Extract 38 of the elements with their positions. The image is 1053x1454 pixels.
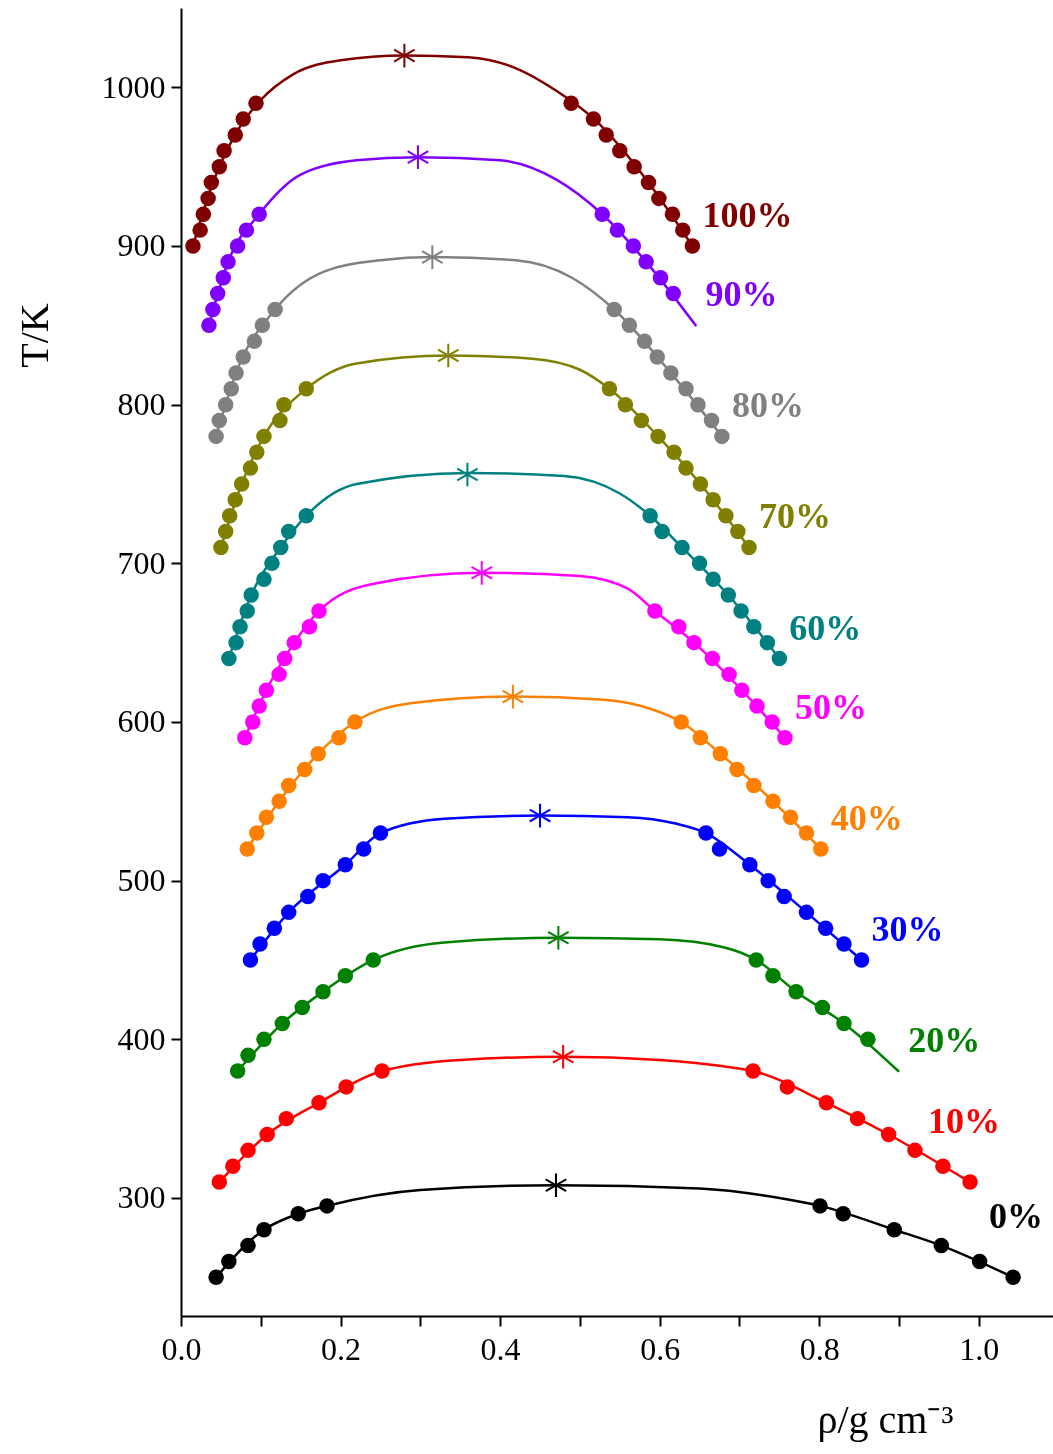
- series-label: 10%: [928, 1101, 1001, 1142]
- point: [437, 343, 460, 368]
- y-tick-label: 600: [117, 703, 166, 740]
- series-label: 40%: [830, 797, 903, 838]
- y-tick-label: 1000: [101, 68, 166, 105]
- series-label: 100%: [702, 194, 793, 235]
- y-tick-label: 800: [117, 386, 166, 423]
- point: [529, 803, 551, 828]
- point: [545, 1173, 567, 1198]
- x-tick-label: 0.4: [480, 1330, 521, 1367]
- y-tick-label: 500: [117, 862, 166, 899]
- series-label: 80%: [731, 385, 804, 426]
- point: [502, 684, 524, 709]
- series-label: 50%: [794, 686, 867, 727]
- y-tick-label: 400: [117, 1020, 166, 1057]
- y-tick-label: 300: [117, 1179, 166, 1216]
- point: [471, 561, 493, 585]
- point: [421, 245, 444, 269]
- series-label: 20%: [908, 1020, 981, 1061]
- point: [393, 43, 416, 68]
- point: [547, 925, 570, 950]
- series-label: 70%: [759, 496, 832, 537]
- point: [552, 1044, 574, 1069]
- x-tick-label: 0.0: [161, 1330, 202, 1367]
- x-tick-label: 0.6: [640, 1330, 681, 1367]
- series-label: 90%: [705, 274, 778, 315]
- series-label: 0%: [989, 1196, 1044, 1237]
- y-axis-title: T/K: [11, 303, 57, 368]
- series-label: 60%: [789, 607, 862, 648]
- y-tick-label: 900: [117, 227, 166, 264]
- x-axis-title: ρ/g cm⁻³: [817, 1396, 954, 1442]
- series-label: 30%: [871, 908, 944, 949]
- point: [407, 145, 429, 169]
- y-tick-label: 700: [117, 544, 166, 581]
- x-tick-label: 0.8: [799, 1330, 840, 1367]
- x-tick-label: 0.2: [321, 1330, 362, 1367]
- x-tick-label: 1.0: [959, 1330, 1000, 1367]
- point: [456, 462, 479, 487]
